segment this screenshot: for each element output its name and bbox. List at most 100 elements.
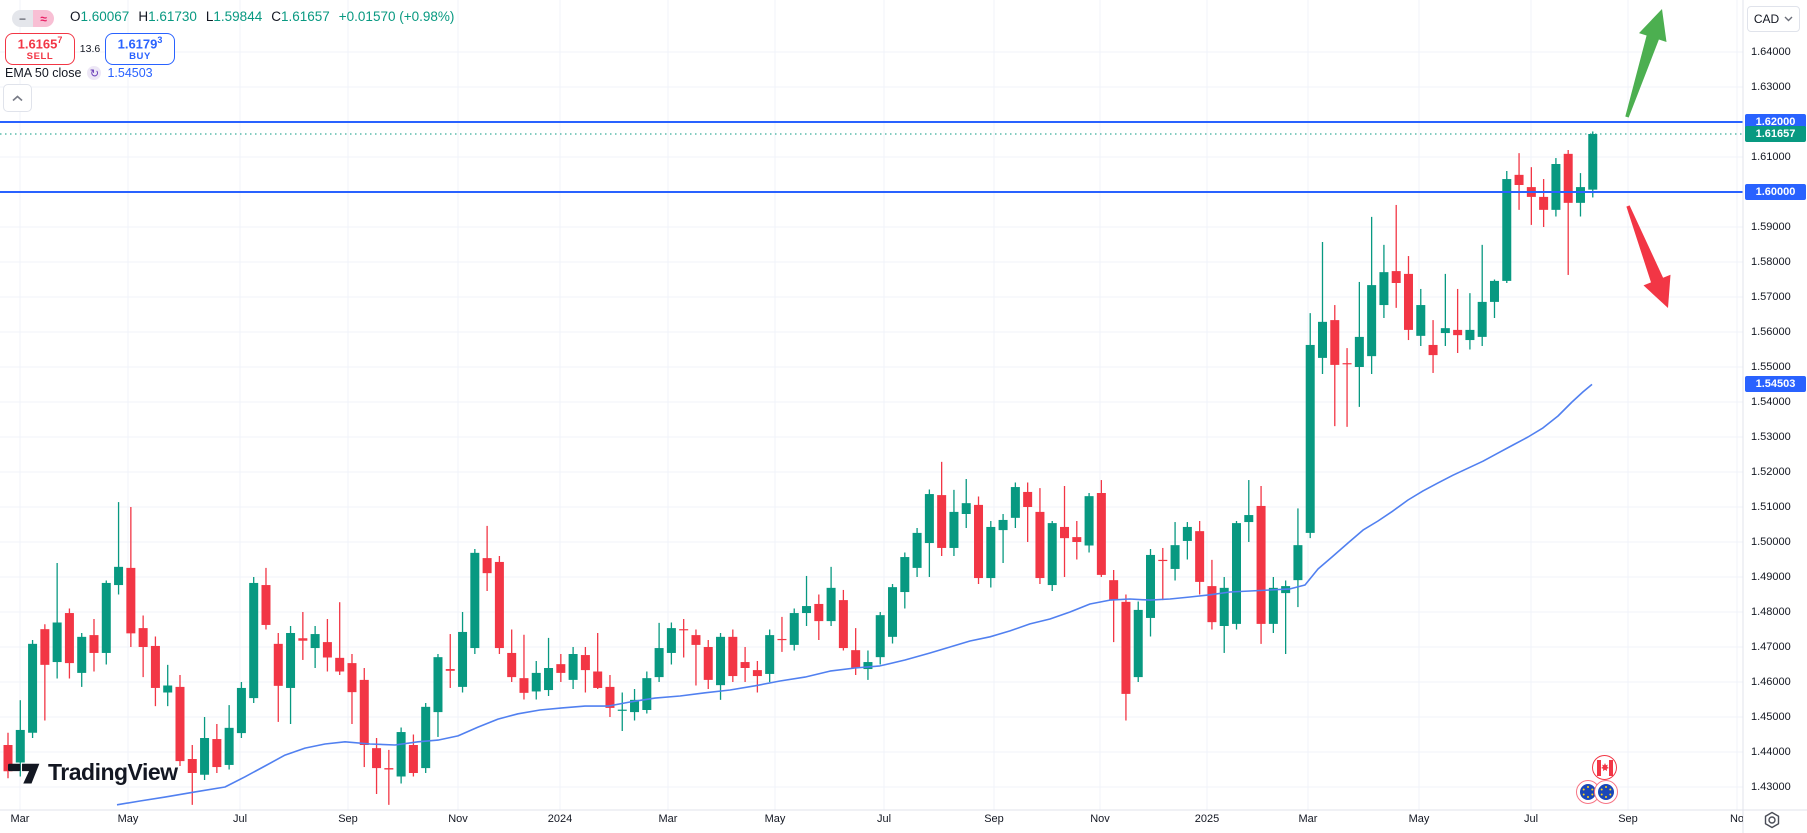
price-tick-label: 1.43000 [1751,781,1791,793]
candle-body [3,745,13,772]
down-arrow-drawing[interactable] [1626,205,1671,308]
price-tick-label: 1.49000 [1751,571,1791,583]
candle-body [679,629,689,631]
candle-body [347,663,357,693]
collapse-panel-button[interactable] [3,84,32,112]
price-tick-label: 1.64000 [1751,46,1791,58]
approx-wave-icon[interactable]: ≈ [33,10,54,27]
candle-body [1588,134,1598,190]
trade-panel: 1.61657 SELL 13.6 1.61793 BUY [5,33,175,65]
time-axis-label-Jul[interactable]: Jul [876,813,892,825]
time-axis-label-2025[interactable]: 2025 [1194,813,1220,825]
time-axis-label-Mar[interactable]: Mar [1298,813,1318,825]
collapse-icon[interactable]: − [12,10,33,27]
candle-body [249,582,259,699]
sell-label: SELL [26,51,54,63]
time-axis-label-Jul[interactable]: Jul [232,813,248,825]
candle-body [716,636,726,686]
price-axis[interactable]: 1.64000 1.63000 1.61000 1.59000 1.58000 1.570… [1743,0,1807,810]
candle-body [1575,187,1585,203]
time-axis-label-Sep[interactable]: Sep [338,813,358,825]
time-axis-label-Sep[interactable]: Sep [984,813,1004,825]
candle-body [89,635,99,653]
time-axis-label-Jul[interactable]: Jul [1523,813,1539,825]
sell-button[interactable]: 1.61657 SELL [5,33,75,65]
price-badge-1.60000[interactable]: 1.60000 [1745,184,1806,200]
candle-body [322,642,332,658]
candle-body [1342,363,1352,365]
candle-body [1060,526,1070,539]
candle-body [1133,609,1143,678]
price-badge-1.54503[interactable]: 1.54503 [1745,376,1806,393]
candle-body [421,706,431,769]
candle-body [1010,487,1020,518]
time-axis-label-May[interactable]: May [764,813,786,825]
symbol-toggle[interactable]: − ≈ [12,10,54,27]
time-axis-label-2024[interactable]: 2024 [547,813,573,825]
indicator-legend[interactable]: EMA 50 close ↻ 1.54503 [5,66,153,80]
eu-flag-event-icon-2[interactable] [1594,780,1618,804]
low-value: 1.59844 [213,9,263,24]
close-key: C [271,9,281,24]
price-tick-label: 1.51000 [1751,501,1791,513]
time-axis-label-Mar[interactable]: Mar [10,813,30,825]
time-axis-label-Sep[interactable]: Sep [1618,813,1638,825]
time-axis-label-Mar[interactable]: Mar [658,813,678,825]
time-axis-label-May[interactable]: May [1408,813,1430,825]
buy-button[interactable]: 1.61793 BUY [105,33,175,65]
candle-body [1367,285,1377,357]
candle-body [126,567,136,634]
candle-body [77,636,87,673]
candle-body [888,587,898,637]
candle-body [1256,505,1266,624]
ema-50-line[interactable] [116,383,1593,806]
candle-body [593,671,603,688]
close-value: 1.61657 [280,9,330,24]
candle-body [1146,554,1156,618]
candle-body [1268,587,1278,624]
axis-settings-button[interactable] [1763,811,1781,833]
canada-flag-event-icon[interactable] [1592,755,1617,780]
candle-body [64,613,74,664]
candle-body [224,727,234,765]
refresh-icon[interactable]: ↻ [87,66,102,80]
candle-body [1330,320,1340,365]
time-axis-label-No[interactable]: No [1729,813,1743,825]
candle-body [507,652,517,678]
tradingview-logo-icon [8,763,40,784]
candle-body [236,687,246,734]
candle-body [1539,196,1549,210]
candle-body [175,686,185,762]
candle-body [1084,496,1094,546]
up-arrow-drawing[interactable] [1625,9,1667,118]
time-axis-label-Nov[interactable]: Nov [448,813,468,825]
candle-body [863,662,873,670]
candle-body [28,643,38,733]
candle-body [986,526,996,579]
candle-body [851,650,861,668]
time-axis-label-May[interactable]: May [117,813,139,825]
time-axis-label-Nov[interactable]: Nov [1090,813,1110,825]
candle-body [40,629,50,665]
candle-body [52,622,62,663]
open-value: 1.60067 [80,9,130,24]
eu-flag-icon [1580,784,1596,800]
buy-label: BUY [129,51,151,63]
candle-body [1096,493,1106,575]
candle-body [740,662,750,668]
candle-body [691,635,701,645]
candle-body [470,552,480,649]
candle-body [261,585,271,625]
candle-body [408,745,418,773]
candle-body [1047,523,1057,586]
chevron-down-icon [1784,16,1793,22]
candle-body [924,494,934,544]
time-axis[interactable]: Mar May Jul Sep Nov 2024 Mar May Jul Sep Nov 2025 Ma… [0,810,1743,833]
candle-body [1440,328,1450,334]
candle-body [1305,344,1315,533]
price-badge-1.61657[interactable]: 1.61657 [1745,126,1806,142]
candle-body [1158,559,1168,562]
currency-dropdown[interactable]: CAD [1747,6,1800,32]
candle-body [114,566,124,586]
